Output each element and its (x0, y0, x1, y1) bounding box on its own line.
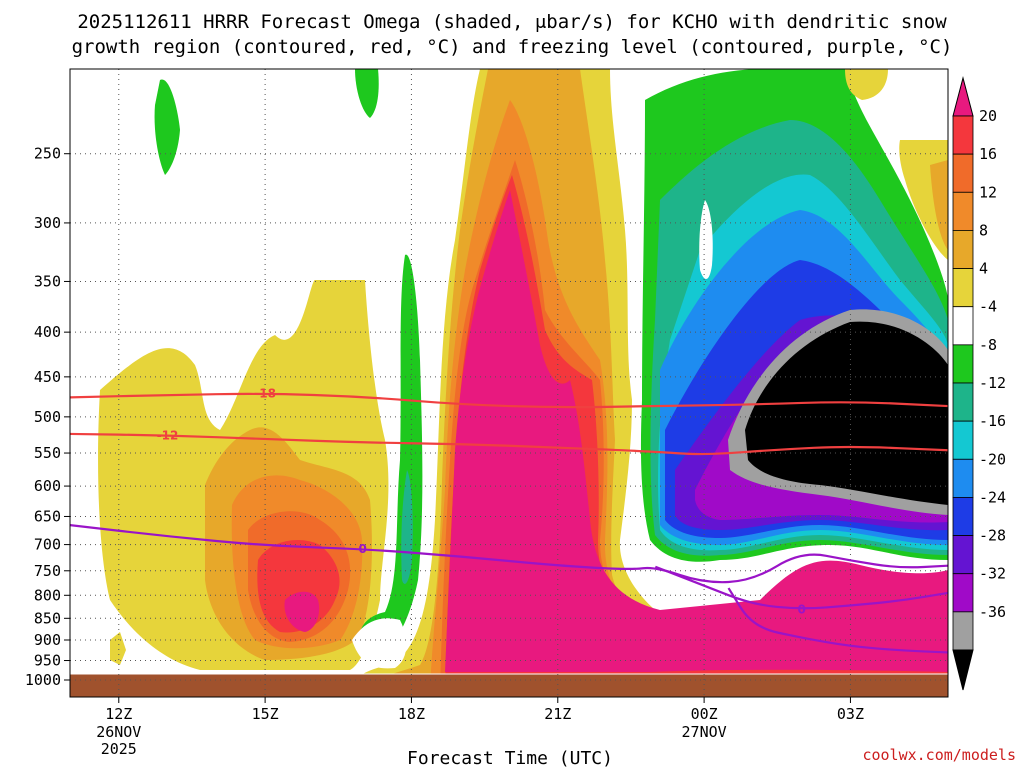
omega-shade-left-core (284, 591, 320, 632)
y-axis: 250 300 350 400 450 500 550 600 650 700 750 800 850 9… (25, 145, 70, 689)
y-tick-label: 650 (34, 507, 61, 525)
colorbar-label: 4 (979, 260, 988, 278)
x-tick-label: 18Z (398, 705, 425, 723)
dendritic-contour (70, 392, 948, 409)
omega-shade-right-minus36 (745, 321, 948, 505)
y-tick-label: 300 (34, 214, 61, 232)
y-tick-label: 850 (34, 609, 61, 627)
freezing-contour (727, 587, 948, 654)
dendritic-contour-label: -18 (254, 386, 276, 400)
surface-ground (70, 674, 948, 697)
y-tick-label: 250 (34, 145, 61, 163)
colorbar-label: -12 (979, 374, 1006, 392)
x-tick-date: 27NOV (682, 723, 727, 741)
plot-frame (69, 68, 949, 698)
colorbar-swatch (952, 115, 974, 155)
y-tick-label: 550 (34, 444, 61, 462)
y-tick-label: 950 (34, 652, 61, 670)
colorbar-label: -16 (979, 412, 1006, 430)
x-tick-year: 2025 (101, 740, 137, 758)
dendritic-contour-label: -12 (157, 428, 179, 442)
colorbar-swatch (952, 306, 974, 346)
colorbar-label: -24 (979, 488, 1006, 506)
y-tick-label: 600 (34, 477, 61, 495)
colorbar-label: -36 (979, 603, 1006, 621)
colorbar-swatch (952, 191, 974, 231)
y-tick-label: 800 (34, 586, 61, 604)
colorbar-label: -4 (979, 298, 997, 316)
y-tick-label: 450 (34, 368, 61, 386)
contours: -18 -12 0 0 (70, 386, 948, 654)
y-tick-label: 350 (34, 272, 61, 290)
freezing-contour-label: 0 (797, 602, 805, 616)
colorbar-label: -32 (979, 565, 1006, 583)
colorbar-swatch (952, 382, 974, 422)
colorbar-top-arrow (952, 76, 974, 117)
omega-shading (98, 69, 948, 697)
y-tick-label: 700 (34, 536, 61, 554)
omega-shade-teal-strip (401, 470, 413, 584)
omega-shade-green-top1 (154, 79, 180, 175)
credit-text: coolwx.com/models (862, 746, 1016, 764)
y-tick-label: 1000 (25, 671, 61, 689)
omega-shade-green-top2 (355, 69, 379, 118)
omega-shade-tr-orange (930, 160, 948, 250)
colorbar-swatch (952, 268, 974, 308)
colorbar-swatch (952, 497, 974, 536)
colorbar-swatch (952, 535, 974, 575)
colorbar-swatch (952, 230, 974, 269)
x-axis-label: Forecast Time (UTC) (407, 748, 613, 768)
freezing-contour-label: 0 (358, 542, 366, 556)
x-tick-label: 03Z (837, 705, 864, 723)
omega-shade-hole (699, 200, 713, 280)
omega-shade-small-yellow (110, 632, 126, 665)
y-tick-label: 750 (34, 562, 61, 580)
colorbar-label: -8 (979, 336, 997, 354)
colorbar-swatch (952, 611, 974, 651)
omega-shade-gap (352, 618, 407, 669)
plot-area: -18 -12 0 0 (70, 69, 948, 697)
colorbar-label: 12 (979, 183, 997, 201)
x-tick-label: 21Z (544, 705, 571, 723)
colorbar-swatch (952, 573, 974, 613)
x-tick-label: 12Z (105, 705, 132, 723)
freezing-contour (70, 524, 948, 584)
omega-shade-tr-yellow1 (845, 69, 888, 100)
colorbar-label: -28 (979, 527, 1006, 545)
y-tick-label: 400 (34, 323, 61, 341)
dendritic-contour (70, 432, 948, 456)
colorbar-swatch (952, 458, 974, 498)
colorbar-swatch (952, 153, 974, 193)
colorbar: 20 16 12 8 4 -4 -8 -12 -16 -20 -24 -28 -32 -36 (952, 76, 1006, 691)
colorbar-label: -20 (979, 450, 1006, 468)
colorbar-label: 8 (979, 221, 988, 239)
colorbar-bottom-arrow (952, 649, 974, 691)
x-tick-label: 00Z (691, 705, 718, 723)
x-tick-label: 15Z (252, 705, 279, 723)
colorbar-swatch (952, 420, 974, 460)
colorbar-label: 16 (979, 145, 997, 163)
chart-title-line1: 2025112611 HRRR Forecast Omega (shaded, … (77, 11, 947, 33)
freezing-contour (654, 565, 948, 610)
colorbar-label: 20 (979, 107, 997, 125)
x-tick-date: 26NOV (96, 723, 141, 741)
omega-shade-center-core (445, 190, 948, 672)
chart-title-line2: growth region (contoured, red, °C) and f… (72, 36, 953, 58)
y-tick-label: 900 (34, 631, 61, 649)
colorbar-swatch (952, 344, 974, 384)
y-tick-label: 500 (34, 408, 61, 426)
